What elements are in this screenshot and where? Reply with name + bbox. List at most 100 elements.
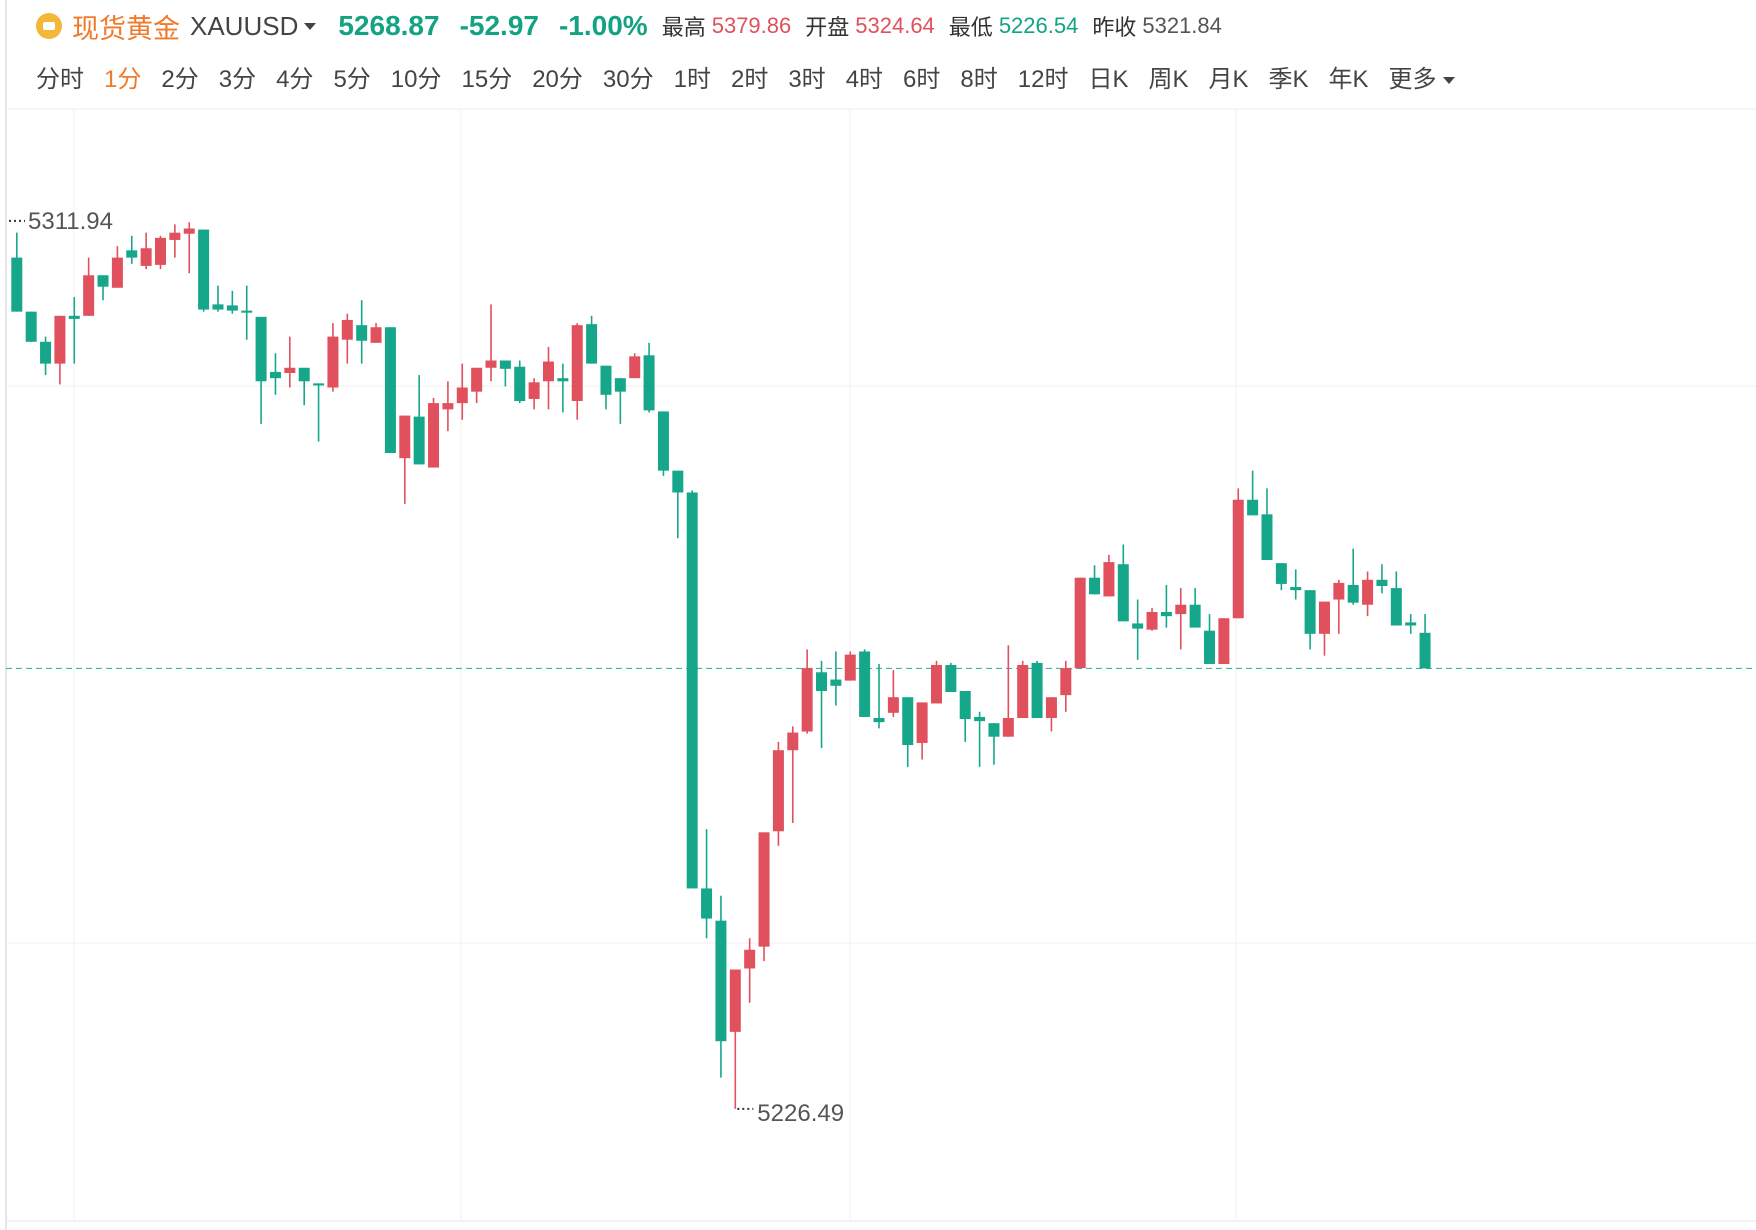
timeframe-tab[interactable]: 12时 [1017, 65, 1069, 93]
timeframe-tab[interactable]: 4时 [845, 65, 884, 93]
candle-body [68, 315, 80, 319]
candle-body [729, 969, 741, 1032]
stat-value: 5379.86 [711, 13, 792, 38]
candle-body [514, 366, 526, 402]
timeframe-tab[interactable]: 月K [1208, 65, 1249, 93]
candle-body [1002, 718, 1014, 737]
candle-body [499, 360, 511, 369]
timeframe-tab[interactable]: 5分 [333, 65, 371, 93]
candle-body [1204, 630, 1216, 664]
last-price: 5268.87 [338, 10, 440, 41]
candle-body [902, 697, 914, 746]
stat-label: 最高 [661, 15, 706, 40]
candle-body [1060, 668, 1072, 696]
candle-body [801, 668, 813, 732]
timeframe-tab[interactable]: 2时 [730, 65, 769, 93]
timeframe-tab[interactable]: 周K [1148, 65, 1189, 93]
candle-body [1290, 587, 1302, 591]
candle-body [1390, 588, 1402, 626]
timeframe-tab[interactable]: 分时 [36, 65, 84, 93]
candle-body [887, 697, 899, 713]
candle-body [1304, 590, 1316, 634]
candle-body [111, 257, 123, 288]
candle-body [672, 470, 684, 493]
timeframe-tab[interactable]: 季K [1268, 65, 1309, 93]
candle-body [97, 275, 109, 287]
candle-body [744, 949, 756, 969]
candle-body [327, 336, 339, 388]
candle-body [255, 316, 267, 382]
candle-body [1275, 563, 1287, 584]
candle-body [1045, 697, 1057, 719]
stat-label: 开盘 [805, 15, 850, 40]
candle-body [241, 310, 253, 313]
timeframe-tab[interactable]: 年K [1328, 65, 1369, 93]
candle-body [269, 371, 281, 379]
dropdown-caret [1442, 76, 1455, 84]
candle-body [1362, 579, 1374, 605]
timeframe-tabs: 分时 1分 2分 3分 4分 5分 10分 15分 20分 30分 1时 2时 3时 4时 6时 8时 12时日… [36, 56, 1455, 96]
timeframe-tab[interactable]: 4分 [276, 65, 314, 93]
candle-body [686, 492, 698, 889]
stat-value: 5324.64 [855, 13, 935, 38]
symbol[interactable]: XAUUSD [190, 10, 299, 41]
candle-body [600, 365, 612, 395]
candle-body [399, 415, 411, 459]
header: 现货黄金 XAUUSD 5268.87 -52.97 -1.00% 最高 5379.86 开盘… [36, 6, 1222, 46]
candle-body [830, 679, 842, 686]
timeframe-tab[interactable]: 15分 [461, 65, 513, 93]
candle-body [298, 367, 310, 382]
timeframe-tab[interactable]: 3时 [788, 65, 826, 93]
candle-body [140, 248, 152, 266]
timeframe-tab[interactable]: 10分 [390, 65, 442, 93]
candle-body [1017, 665, 1029, 719]
candle-body [83, 275, 95, 316]
timeframe-tab[interactable]: 6时 [903, 65, 941, 93]
candle-body [758, 832, 770, 947]
stat-value: 5226.54 [998, 13, 1079, 38]
candle-body [384, 327, 396, 453]
timeframe-tab[interactable]: 日K [1088, 65, 1129, 93]
price-change-percent: -1.00% [558, 10, 648, 41]
candle-body [657, 411, 669, 471]
candle-body [428, 403, 440, 468]
candle-body [341, 319, 353, 340]
timeframe-tab[interactable]: 30分 [602, 65, 654, 93]
candle-body [1405, 622, 1417, 626]
candle-body [945, 665, 957, 693]
candle-body [1175, 604, 1187, 615]
stat-value: 5321.84 [1142, 13, 1222, 38]
timeframe-tab[interactable]: 1分 [104, 65, 142, 93]
timeframe-tab[interactable]: 20分 [532, 65, 583, 93]
candle-body [816, 672, 828, 691]
candle-body [614, 378, 626, 392]
timeframe-tab[interactable]: 2分 [161, 65, 199, 93]
candle-body [1074, 577, 1086, 669]
stat-label: 最低 [948, 15, 993, 40]
candle-body [169, 232, 181, 240]
candle-body [701, 888, 713, 919]
candle-body [1261, 514, 1273, 561]
candle-body [1031, 662, 1043, 719]
candle-body [542, 361, 554, 382]
candle-body [1117, 564, 1129, 622]
candle-body [1218, 618, 1230, 664]
candle-body [442, 403, 454, 410]
candle-body [1333, 582, 1345, 600]
timeframe-tab[interactable]: 3分 [218, 65, 257, 93]
candle-body [456, 387, 468, 404]
timeframe-tab[interactable]: 8时 [960, 65, 998, 93]
timeframe-tab[interactable]: 1时 [673, 65, 711, 93]
candle-body [1376, 579, 1388, 587]
candle-body [1132, 623, 1144, 629]
candle-body [471, 367, 483, 392]
high-annotation: 5311.94 [28, 208, 113, 235]
candle-body [183, 228, 195, 234]
candle-body [485, 360, 497, 368]
candle-body [413, 416, 425, 465]
candle-body [629, 356, 641, 379]
candle-body [571, 325, 583, 402]
timeframe-tab[interactable]: 更多 [1389, 59, 1455, 94]
instrument-name: 现货黄金 [72, 13, 180, 44]
candle-body [356, 325, 368, 341]
